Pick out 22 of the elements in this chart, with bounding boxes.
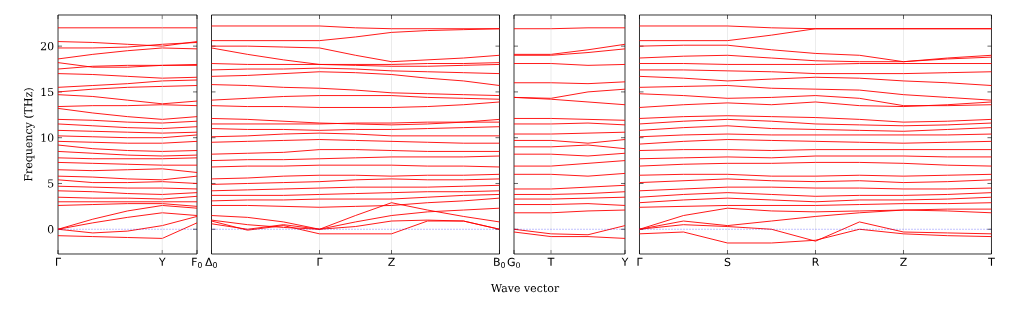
y-tick-label: 0: [47, 225, 54, 234]
x-tick-label: S: [724, 257, 731, 267]
y-tick-label: 20: [40, 41, 54, 51]
x-tick-label: Z: [388, 257, 395, 266]
y-tick-label: 15: [41, 87, 54, 97]
y-axis-title: Frequency (THz): [23, 88, 35, 182]
x-tick-label: F$_{0}$: [192, 257, 202, 268]
x-axis-title: Wave vector: [490, 283, 560, 293]
x-tick-label: Z: [900, 257, 907, 266]
x-tick-label: Γ: [56, 257, 62, 266]
x-tick-label: Y: [158, 257, 166, 266]
x-tick-label: Δ$_{0}$: [205, 257, 217, 268]
x-tick-label: Y: [621, 257, 629, 266]
y-tick-label: 5: [48, 179, 54, 188]
x-tick-label: T: [547, 257, 555, 266]
y-tick-label: 10: [41, 133, 54, 142]
x-tick-label: Γ: [317, 257, 323, 266]
x-tick-label: T: [988, 257, 995, 266]
x-tick-label: G$_{0}$: [507, 257, 520, 269]
x-tick-label: B$_{0}$: [494, 257, 505, 268]
x-tick-label: Γ: [637, 257, 643, 266]
x-tick-label: R: [812, 257, 819, 266]
